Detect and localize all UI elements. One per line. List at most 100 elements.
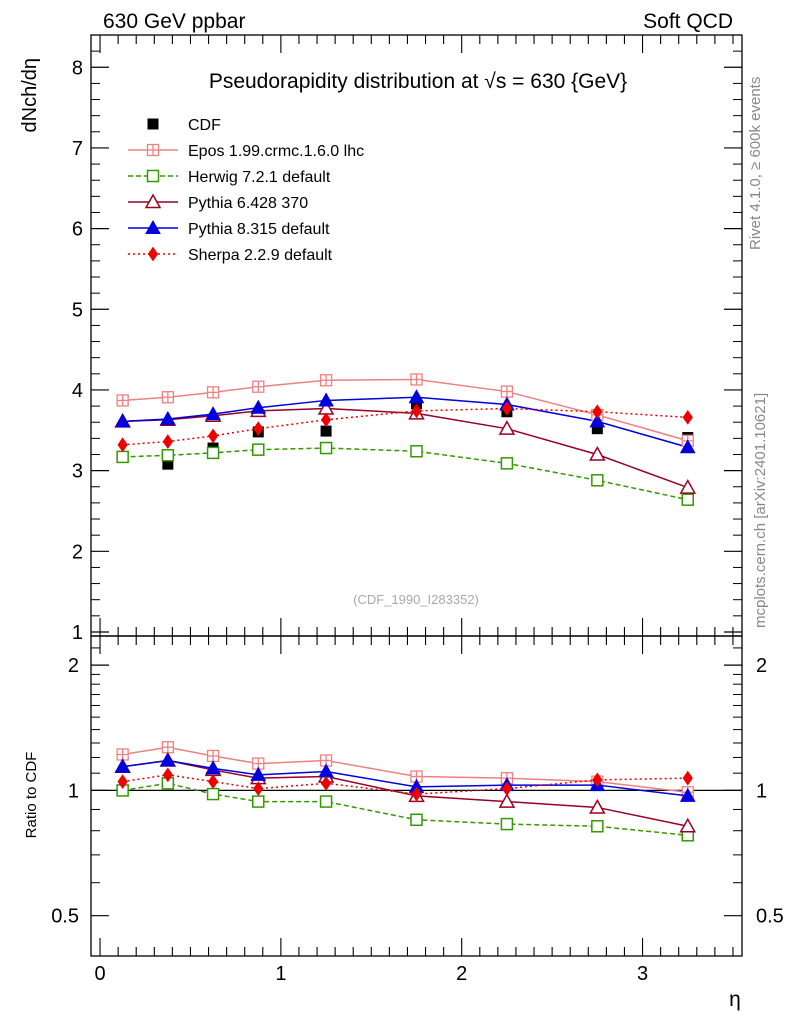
point-herwig-7-2-1-default bbox=[319, 441, 333, 455]
legend-entry-pythia-8-315-default: Pythia 8.315 default bbox=[128, 219, 330, 238]
point-epos-1-99-crmc-1-6-0-lhc bbox=[206, 386, 220, 399]
ratio-point-pythia-6-428-370 bbox=[498, 793, 516, 808]
mcplots-label-text: mcplots.cern.ch [arXiv:2401.10621] bbox=[752, 393, 769, 628]
ratio-y-tick-label: 1 bbox=[68, 780, 79, 802]
rivet-label-text: Rivet 4.1.0, ≥ 600k events bbox=[747, 77, 764, 250]
point-sherpa-2-2-9-default bbox=[501, 401, 513, 416]
analysis-watermark: (CDF_1990_I283352) bbox=[353, 592, 479, 607]
ratio-point-herwig-7-2-1-default bbox=[410, 813, 423, 827]
point-pythia-6-428-370 bbox=[589, 445, 606, 461]
legend-entry-cdf: CDF bbox=[147, 117, 221, 134]
ratio-point-pythia-8-315-default bbox=[114, 758, 131, 773]
ratio-point-sherpa-2-2-9-default bbox=[501, 781, 513, 796]
ratio-point-herwig-7-2-1-default bbox=[591, 820, 604, 833]
x-tick-label: 3 bbox=[637, 963, 648, 985]
legend: CDF Epos 1.99.crmc.1.6.0 lhc Herwig 7.2.1 … bbox=[128, 117, 364, 264]
x-axis-label: η bbox=[729, 988, 741, 1011]
mcplots-label: mcplots.cern.ch [arXiv:2401.10621] bbox=[752, 393, 769, 628]
ratio-point-pythia-6-428-370 bbox=[589, 798, 606, 814]
ratio-y-tick-label-right: 0.5 bbox=[756, 906, 784, 928]
ratio-point-pythia-8-315-default bbox=[205, 760, 221, 775]
ratio-point-sherpa-2-2-9-default bbox=[253, 781, 264, 796]
point-herwig-7-2-1-default bbox=[410, 445, 423, 458]
legend-entry-sherpa-2-2-9-default: Sherpa 2.2.9 default bbox=[128, 246, 333, 264]
ratio-line-herwig-7-2-1-default bbox=[122, 782, 688, 837]
point-pythia-8-315-default bbox=[679, 439, 696, 454]
series-line-pythia-8-315-default bbox=[122, 396, 688, 448]
point-herwig-7-2-1-default bbox=[252, 443, 265, 456]
point-epos-1-99-crmc-1-6-0-lhc bbox=[410, 373, 423, 386]
point-pythia-8-315-default bbox=[250, 399, 267, 414]
ratio-point-sherpa-2-2-9-default bbox=[162, 767, 173, 783]
point-sherpa-2-2-9-default bbox=[117, 437, 128, 453]
ratio-point-herwig-7-2-1-default bbox=[206, 787, 220, 801]
point-pythia-8-315-default bbox=[408, 389, 425, 404]
point-sherpa-2-2-9-default bbox=[411, 403, 422, 419]
ratio-point-herwig-7-2-1-default bbox=[500, 817, 514, 831]
y-tick-label: 6 bbox=[72, 219, 83, 241]
point-sherpa-2-2-9-default bbox=[253, 421, 264, 437]
legend-marker bbox=[147, 118, 159, 130]
ratio-point-herwig-7-2-1-default bbox=[252, 795, 265, 808]
ratio-point-epos-1-99-crmc-1-6-0-lhc bbox=[206, 749, 220, 763]
ratio-point-herwig-7-2-1-default bbox=[319, 795, 333, 808]
ratio-axes: 0 1 2 3 0.5 0.5 1 1 2 2 bbox=[51, 636, 784, 985]
legend-marker bbox=[146, 143, 160, 157]
legend-label: Epos 1.99.crmc.1.6.0 lhc bbox=[188, 143, 364, 160]
header-right: Soft QCD bbox=[643, 10, 733, 33]
point-epos-1-99-crmc-1-6-0-lhc bbox=[161, 391, 175, 404]
ratio-point-sherpa-2-2-9-default bbox=[682, 770, 693, 786]
rivet-label: Rivet 4.1.0, ≥ 600k events bbox=[747, 77, 764, 250]
point-pythia-8-315-default bbox=[114, 413, 131, 428]
ratio-y-tick-label: 2 bbox=[68, 655, 79, 677]
header-left: 630 GeV ppbar bbox=[103, 10, 245, 33]
ratio-point-pythia-8-315-default bbox=[679, 787, 696, 802]
legend-label: Sherpa 2.2.9 default bbox=[188, 247, 333, 264]
ratio-y-tick-label-right: 1 bbox=[756, 780, 767, 802]
y-tick-label: 4 bbox=[72, 380, 83, 402]
point-herwig-7-2-1-default bbox=[116, 450, 129, 464]
point-pythia-8-315-default bbox=[205, 406, 221, 421]
ratio-y-axis-label-text: Ratio to CDF bbox=[23, 752, 40, 839]
y-tick-label: 5 bbox=[72, 299, 83, 321]
ratio-point-sherpa-2-2-9-default bbox=[592, 772, 603, 788]
y-tick-label: 1 bbox=[72, 622, 83, 644]
y-tick-label: 7 bbox=[72, 138, 83, 160]
ratio-point-sherpa-2-2-9-default bbox=[411, 786, 422, 802]
ratio-y-tick-label: 0.5 bbox=[51, 906, 79, 928]
ratio-point-pythia-8-315-default bbox=[250, 766, 267, 781]
ratio-plot-frame bbox=[90, 635, 743, 957]
x-tick-label: 2 bbox=[456, 963, 467, 985]
point-cdf bbox=[591, 423, 603, 435]
point-pythia-6-428-370 bbox=[679, 479, 697, 494]
legend-label: Pythia 6.428 370 bbox=[188, 195, 308, 212]
y-axis-label: dNch/dη bbox=[19, 58, 41, 133]
point-pythia-8-315-default bbox=[318, 392, 334, 407]
point-pythia-8-315-default bbox=[589, 413, 606, 428]
ratio-point-pythia-8-315-default bbox=[160, 752, 176, 767]
legend-marker bbox=[145, 219, 161, 234]
point-herwig-7-2-1-default bbox=[500, 457, 514, 470]
y-tick-label: 2 bbox=[72, 541, 83, 563]
legend-label: Pythia 8.315 default bbox=[188, 221, 330, 238]
ratio-point-sherpa-2-2-9-default bbox=[320, 775, 332, 791]
legend-label: CDF bbox=[188, 117, 221, 134]
point-epos-1-99-crmc-1-6-0-lhc bbox=[319, 374, 333, 387]
point-pythia-6-428-370 bbox=[498, 420, 516, 435]
point-epos-1-99-crmc-1-6-0-lhc bbox=[252, 380, 265, 393]
point-herwig-7-2-1-default bbox=[681, 493, 694, 506]
legend-entry-pythia-6-428-370: Pythia 6.428 370 bbox=[128, 193, 308, 212]
point-sherpa-2-2-9-default bbox=[682, 410, 693, 425]
main-title: Pseudorapidity distribution at √s = 630 … bbox=[209, 70, 627, 93]
y-axis-label-text: dNch/dη bbox=[19, 58, 41, 133]
point-herwig-7-2-1-default bbox=[161, 449, 175, 462]
ratio-y-tick-label-right: 2 bbox=[756, 655, 767, 677]
legend-marker bbox=[146, 169, 160, 183]
point-cdf bbox=[320, 425, 332, 437]
y-tick-label: 3 bbox=[72, 461, 83, 483]
legend-marker bbox=[147, 246, 159, 262]
legend-entry-epos-1-99-crmc-1-6-0-lhc: Epos 1.99.crmc.1.6.0 lhc bbox=[128, 143, 364, 160]
point-herwig-7-2-1-default bbox=[591, 474, 604, 487]
ratio-series bbox=[114, 741, 697, 842]
